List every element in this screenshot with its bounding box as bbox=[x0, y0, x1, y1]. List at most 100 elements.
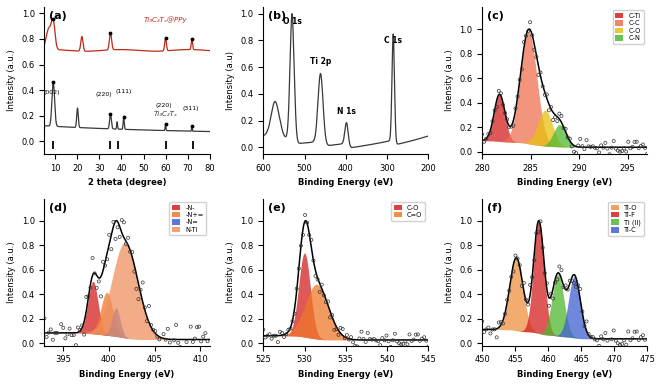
Point bbox=[514, 262, 525, 268]
Text: Ti 2p: Ti 2p bbox=[310, 58, 331, 66]
Point bbox=[293, 266, 304, 272]
Text: (220): (220) bbox=[155, 103, 171, 108]
Point bbox=[408, 337, 419, 343]
Point bbox=[587, 143, 598, 149]
Point bbox=[148, 327, 158, 333]
Point bbox=[632, 328, 642, 335]
Point bbox=[569, 149, 579, 155]
Point bbox=[54, 345, 64, 351]
Point bbox=[169, 337, 179, 344]
Point bbox=[379, 337, 390, 344]
Point bbox=[104, 232, 115, 238]
Point bbox=[133, 296, 144, 302]
Point bbox=[520, 296, 531, 303]
Point bbox=[279, 334, 289, 340]
Point bbox=[138, 279, 148, 286]
Point bbox=[552, 276, 563, 283]
Point bbox=[612, 147, 623, 154]
Text: (002): (002) bbox=[44, 90, 60, 95]
Point bbox=[579, 323, 590, 329]
Point bbox=[625, 337, 636, 343]
Point bbox=[144, 303, 154, 309]
Point bbox=[41, 334, 52, 340]
Point bbox=[156, 347, 167, 353]
Point bbox=[187, 339, 198, 345]
Point bbox=[558, 284, 569, 290]
Point bbox=[189, 335, 200, 342]
Point bbox=[560, 283, 571, 289]
Y-axis label: Intensity (a.u): Intensity (a.u) bbox=[226, 51, 235, 110]
Point bbox=[283, 327, 294, 333]
Point bbox=[316, 281, 327, 288]
Text: (d): (d) bbox=[50, 203, 68, 213]
Point bbox=[619, 145, 630, 151]
Point bbox=[77, 322, 87, 328]
Point bbox=[483, 131, 494, 137]
Point bbox=[108, 219, 118, 225]
Point bbox=[575, 136, 586, 142]
Point bbox=[536, 218, 546, 224]
Point bbox=[369, 336, 379, 342]
Point bbox=[398, 341, 408, 347]
Point bbox=[583, 331, 594, 337]
Point bbox=[612, 340, 623, 346]
Point bbox=[625, 145, 636, 151]
Point bbox=[533, 72, 544, 78]
Point bbox=[371, 337, 381, 344]
Point bbox=[298, 232, 308, 238]
Point bbox=[485, 330, 496, 337]
Text: (220): (220) bbox=[95, 91, 112, 96]
Point bbox=[585, 334, 596, 340]
Point bbox=[514, 76, 525, 83]
Point bbox=[592, 145, 602, 151]
Point bbox=[68, 332, 79, 338]
Point bbox=[383, 338, 394, 344]
Point bbox=[498, 102, 508, 108]
Point bbox=[606, 144, 617, 151]
Point bbox=[619, 337, 630, 344]
Point bbox=[585, 144, 596, 150]
Point bbox=[95, 293, 106, 300]
Text: C 1s: C 1s bbox=[384, 36, 402, 45]
Point bbox=[592, 337, 602, 344]
Point bbox=[571, 284, 581, 290]
Point bbox=[129, 269, 140, 275]
Point bbox=[590, 145, 600, 151]
Point bbox=[636, 143, 646, 149]
Point bbox=[577, 308, 588, 315]
Point bbox=[583, 143, 594, 149]
Point bbox=[381, 332, 392, 339]
Point bbox=[291, 286, 302, 292]
Point bbox=[285, 325, 296, 332]
Point bbox=[621, 149, 632, 155]
Point bbox=[281, 331, 291, 337]
Point bbox=[634, 337, 644, 343]
Point bbox=[310, 273, 321, 279]
Point bbox=[630, 329, 640, 335]
Text: Ti₃C₂Tₓ@PPy: Ti₃C₂Tₓ@PPy bbox=[144, 17, 187, 23]
Point bbox=[529, 257, 540, 263]
Point bbox=[489, 326, 500, 332]
Point bbox=[266, 335, 277, 342]
Point bbox=[120, 241, 131, 247]
Point bbox=[493, 88, 504, 94]
Point bbox=[289, 310, 300, 317]
Point bbox=[192, 324, 203, 330]
Point bbox=[142, 318, 152, 324]
Point bbox=[547, 295, 558, 301]
Point bbox=[598, 336, 608, 342]
Point bbox=[545, 104, 556, 110]
Point bbox=[533, 229, 544, 235]
Point bbox=[531, 230, 542, 236]
Point bbox=[639, 337, 650, 343]
Point bbox=[610, 146, 621, 152]
Point bbox=[538, 83, 548, 90]
Point bbox=[421, 338, 432, 344]
Point bbox=[565, 278, 575, 284]
Point bbox=[277, 330, 287, 336]
Point bbox=[614, 342, 625, 348]
Point bbox=[89, 270, 100, 276]
Point bbox=[333, 332, 344, 338]
Point bbox=[500, 110, 510, 116]
Point bbox=[563, 286, 573, 293]
